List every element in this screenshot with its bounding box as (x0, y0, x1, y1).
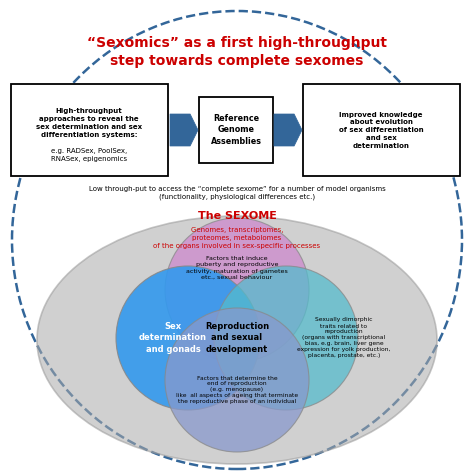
Circle shape (165, 218, 309, 362)
Polygon shape (274, 114, 302, 146)
Text: “Sexomics” as a first high-throughput
step towards complete sexomes: “Sexomics” as a first high-throughput st… (87, 36, 387, 68)
Text: Sex
determination
and gonads: Sex determination and gonads (139, 322, 207, 354)
Text: High-throughput
approaches to reveal the
sex determination and sex
differentiati: High-throughput approaches to reveal the… (36, 108, 142, 138)
Text: Factors that induce
puberty and reproductive
activity, maturation of gametes
etc: Factors that induce puberty and reproduc… (186, 256, 288, 280)
Text: Reference
Genome
Assemblies: Reference Genome Assemblies (210, 114, 262, 146)
FancyBboxPatch shape (11, 84, 168, 176)
Text: Sexually dimorphic
traits related to
reproduction
(organs with transcriptional
b: Sexually dimorphic traits related to rep… (297, 317, 391, 359)
Text: Low through-put to access the “complete sexome” for a number of model organisms
: Low through-put to access the “complete … (89, 186, 385, 200)
Ellipse shape (37, 216, 437, 464)
Text: e.g. RADSex, PoolSex,
RNASex, epigenomics: e.g. RADSex, PoolSex, RNASex, epigenomic… (51, 148, 127, 162)
Text: Factors that determine the
end of reproduction
(e.g. menopause)
like  all aspect: Factors that determine the end of reprod… (176, 376, 298, 404)
Polygon shape (170, 114, 198, 146)
Circle shape (214, 266, 358, 410)
Text: Improved knowledge
about evolution
of sex differentiation
and sex
determination: Improved knowledge about evolution of se… (339, 112, 423, 149)
Text: The SEXOME: The SEXOME (198, 211, 276, 221)
Text: Reproduction
and sexual
development: Reproduction and sexual development (205, 322, 269, 354)
Circle shape (116, 266, 260, 410)
FancyBboxPatch shape (303, 84, 460, 176)
FancyBboxPatch shape (199, 97, 273, 163)
Text: Genomes, transcriptomes,
proteomes, metabolomes
of the organs involved in sex-sp: Genomes, transcriptomes, proteomes, meta… (154, 227, 320, 249)
Circle shape (165, 308, 309, 452)
